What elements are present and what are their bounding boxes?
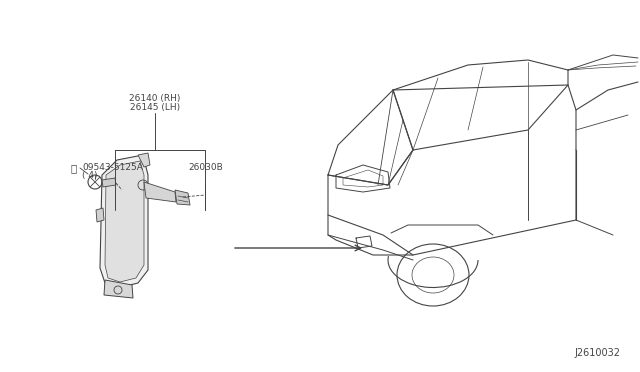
Text: 26030B: 26030B — [188, 163, 223, 172]
Polygon shape — [102, 178, 116, 187]
Polygon shape — [105, 161, 144, 282]
Polygon shape — [138, 153, 150, 167]
Text: 26145 (LH): 26145 (LH) — [130, 103, 180, 112]
Polygon shape — [104, 280, 133, 298]
Text: J2610032: J2610032 — [574, 348, 620, 358]
Polygon shape — [144, 182, 176, 202]
Polygon shape — [100, 155, 148, 288]
Polygon shape — [175, 190, 190, 205]
Polygon shape — [96, 208, 104, 222]
Text: 26140 (RH): 26140 (RH) — [129, 94, 180, 103]
Text: Ⓢ: Ⓢ — [71, 163, 77, 173]
Text: 09543-5125A: 09543-5125A — [82, 163, 143, 171]
Text: ( 4): ( 4) — [82, 170, 97, 180]
